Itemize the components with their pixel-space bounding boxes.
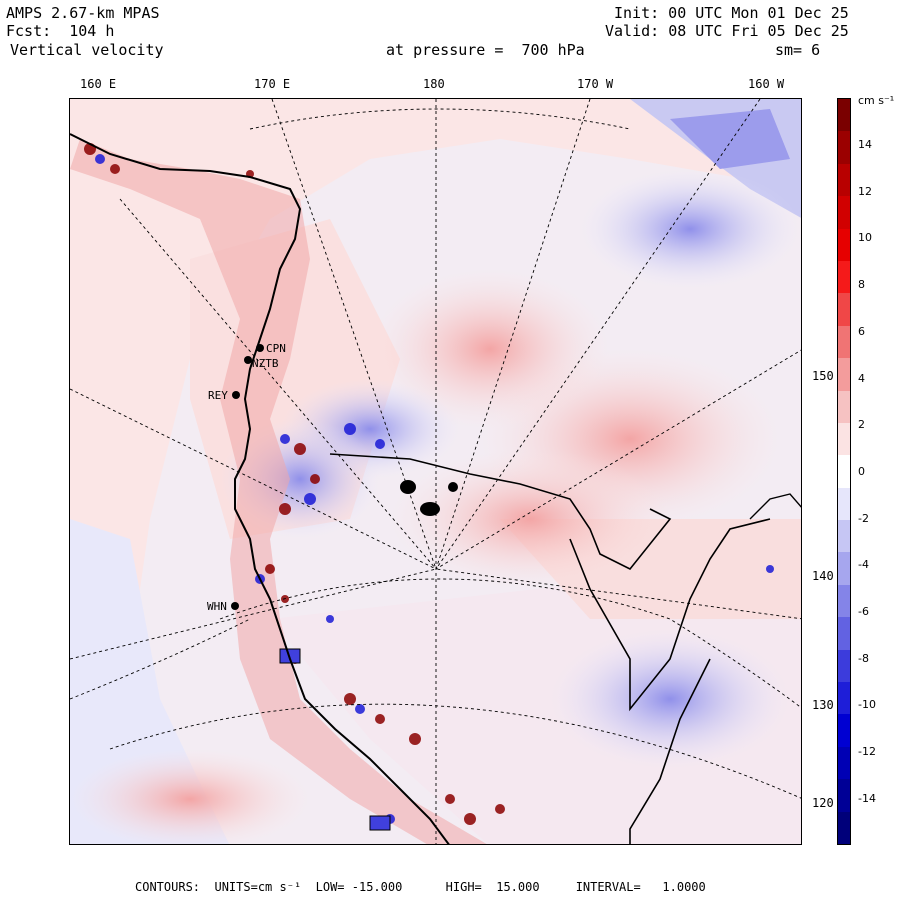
lon-label-160w: 160 W xyxy=(748,77,785,91)
colorbar-segment xyxy=(838,358,850,392)
colorbar-segment xyxy=(838,520,850,553)
lon-label-180: 180 xyxy=(423,77,445,91)
colorbar-tick-label: -6 xyxy=(858,605,869,618)
colorbar-segment xyxy=(838,325,850,359)
colorbar-segment xyxy=(838,293,850,327)
field-name: Vertical velocity xyxy=(10,41,164,59)
valid-time: Valid: 08 UTC Fri 05 Dec 25 xyxy=(605,22,849,40)
colorbar-segment xyxy=(838,746,850,780)
colorbar-tick-label: 6 xyxy=(858,324,865,338)
colorbar-tick-label: -10 xyxy=(858,698,876,712)
lon-label-170e: 170 E xyxy=(254,77,291,91)
colorbar-tick-label: -14 xyxy=(858,791,876,805)
lon-label-170w: 170 W xyxy=(577,77,614,91)
colorbar-tick-label: -12 xyxy=(858,745,876,759)
map-panel xyxy=(69,98,802,845)
pressure-level: at pressure = 700 hPa xyxy=(386,41,585,59)
colorbar-segment xyxy=(838,552,850,586)
station-label-cpn: CPN xyxy=(266,342,286,355)
vertical-velocity-map xyxy=(70,99,801,844)
colorbar-segment xyxy=(838,811,850,845)
colorbar-segment xyxy=(838,390,850,424)
colorbar-segment xyxy=(838,131,850,165)
colorbar-segment xyxy=(838,779,850,813)
colorbar-segment xyxy=(838,228,850,262)
colorbar-segment xyxy=(838,487,850,521)
colorbar-segment xyxy=(838,260,850,294)
station-marker-whn xyxy=(231,602,239,610)
colorbar-tick-label: 8 xyxy=(858,278,865,292)
colorbar-segment xyxy=(838,714,850,748)
colorbar-segment xyxy=(838,584,850,618)
station-marker-nztb xyxy=(244,356,252,364)
colorbar-tick-label: -2 xyxy=(858,511,869,525)
station-label-rey: REY xyxy=(208,389,228,402)
colorbar xyxy=(837,98,851,845)
colorbar-tick-label: 10 xyxy=(858,231,872,245)
lon-label-160e: 160 E xyxy=(80,77,117,91)
colorbar-segment xyxy=(838,196,850,230)
station-label-whn: WHN xyxy=(207,600,227,613)
station-label-nztb: NZTB xyxy=(252,357,279,370)
colorbar-tick-label: 12 xyxy=(858,184,872,198)
colorbar-segment xyxy=(838,422,850,456)
colorbar-segment xyxy=(838,455,850,489)
colorbar-tick-label: 4 xyxy=(858,371,865,385)
colorbar-tick-label: -4 xyxy=(858,558,869,572)
contour-info: CONTOURS: UNITS=cm s⁻¹ LOW= -15.000 HIGH… xyxy=(135,880,706,894)
station-marker-cpn xyxy=(256,344,264,352)
colorbar-segment xyxy=(838,649,850,683)
station-marker-rey xyxy=(232,391,240,399)
colorbar-units: cm s⁻¹ xyxy=(858,94,895,107)
colorbar-tick-label: 14 xyxy=(858,138,872,151)
colorbar-segment xyxy=(838,163,850,197)
smoothing: sm= 6 xyxy=(775,41,821,59)
forecast-hour: Fcst: 104 h xyxy=(6,22,115,40)
colorbar-segment xyxy=(838,682,850,715)
colorbar-tick-label: -8 xyxy=(858,651,869,665)
model-title: AMPS 2.67-km MPAS xyxy=(6,4,160,22)
colorbar-segment xyxy=(838,617,850,651)
colorbar-tick-label: 2 xyxy=(858,418,865,432)
colorbar-segment xyxy=(838,99,850,132)
colorbar-tick-label: 0 xyxy=(858,464,865,478)
init-time: Init: 00 UTC Mon 01 Dec 25 xyxy=(614,4,849,22)
